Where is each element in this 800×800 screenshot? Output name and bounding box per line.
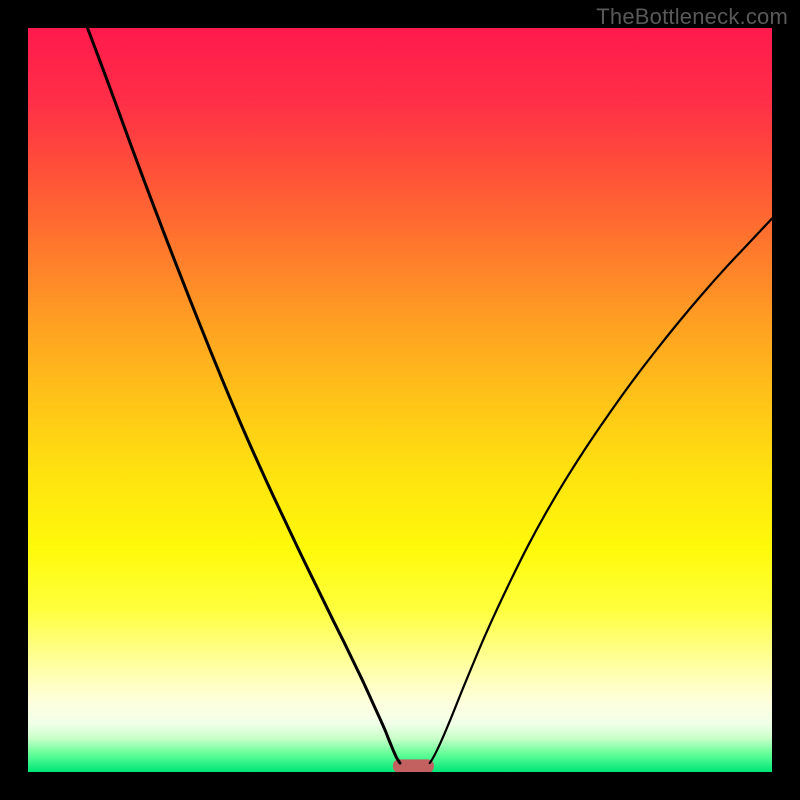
figure-container: TheBottleneck.com xyxy=(0,0,800,800)
watermark-text: TheBottleneck.com xyxy=(596,4,788,30)
bottleneck-chart xyxy=(28,28,772,772)
plot-background xyxy=(28,28,772,772)
